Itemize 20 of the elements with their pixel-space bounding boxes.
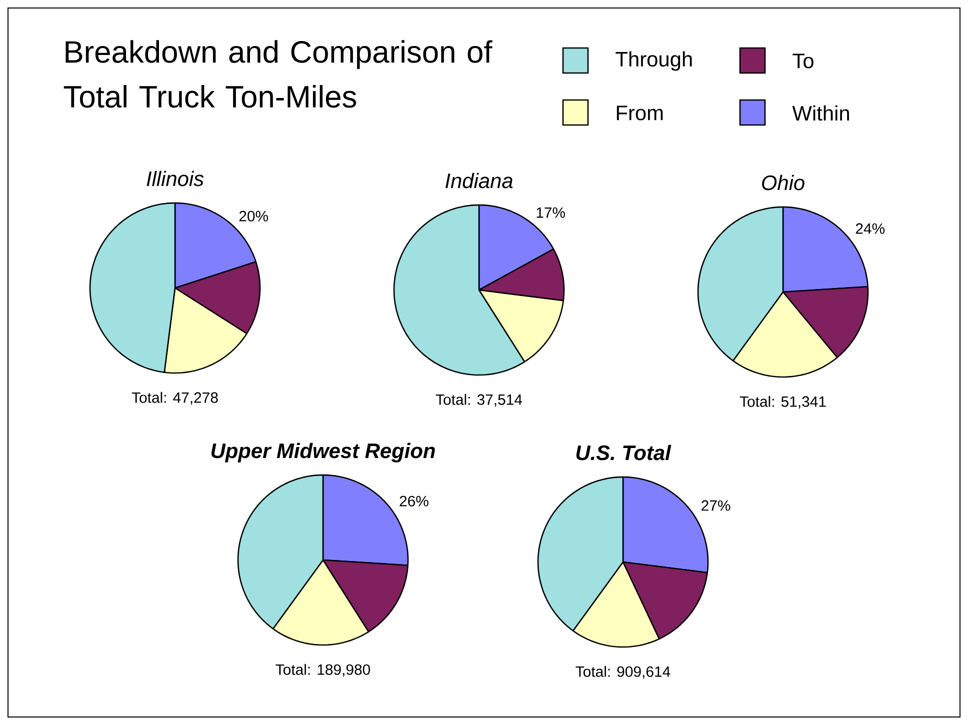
legend-label: Through (616, 51, 692, 71)
data-label: 20% (239, 210, 268, 222)
chart-subtitle: Ohio (762, 174, 804, 190)
data-label: 17% (536, 207, 565, 218)
chart-subtitle: Indiana (446, 172, 513, 188)
chart-subtitle: Upper Midwest Region (211, 442, 435, 462)
text: Illinois (146, 170, 204, 186)
legend-label: From (616, 106, 663, 120)
data-label: 24% (856, 223, 885, 234)
chart-subtitle: U.S. Total (576, 444, 672, 460)
data-label: 27% (702, 500, 730, 511)
text: Total: 37,514 (436, 394, 522, 407)
legend-label: To (792, 54, 814, 68)
text: Total: 189,980 (276, 664, 370, 677)
text: Total: 51,341 (740, 396, 826, 409)
data-label: 26% (400, 496, 428, 506)
legend-label: Within (792, 105, 849, 121)
text: Total: 47,278 (132, 392, 218, 405)
text: Total: 909,614 (576, 666, 670, 679)
chart-title: Breakdown and Comparison of Total Truck Ton-Miles (64, 40, 492, 108)
